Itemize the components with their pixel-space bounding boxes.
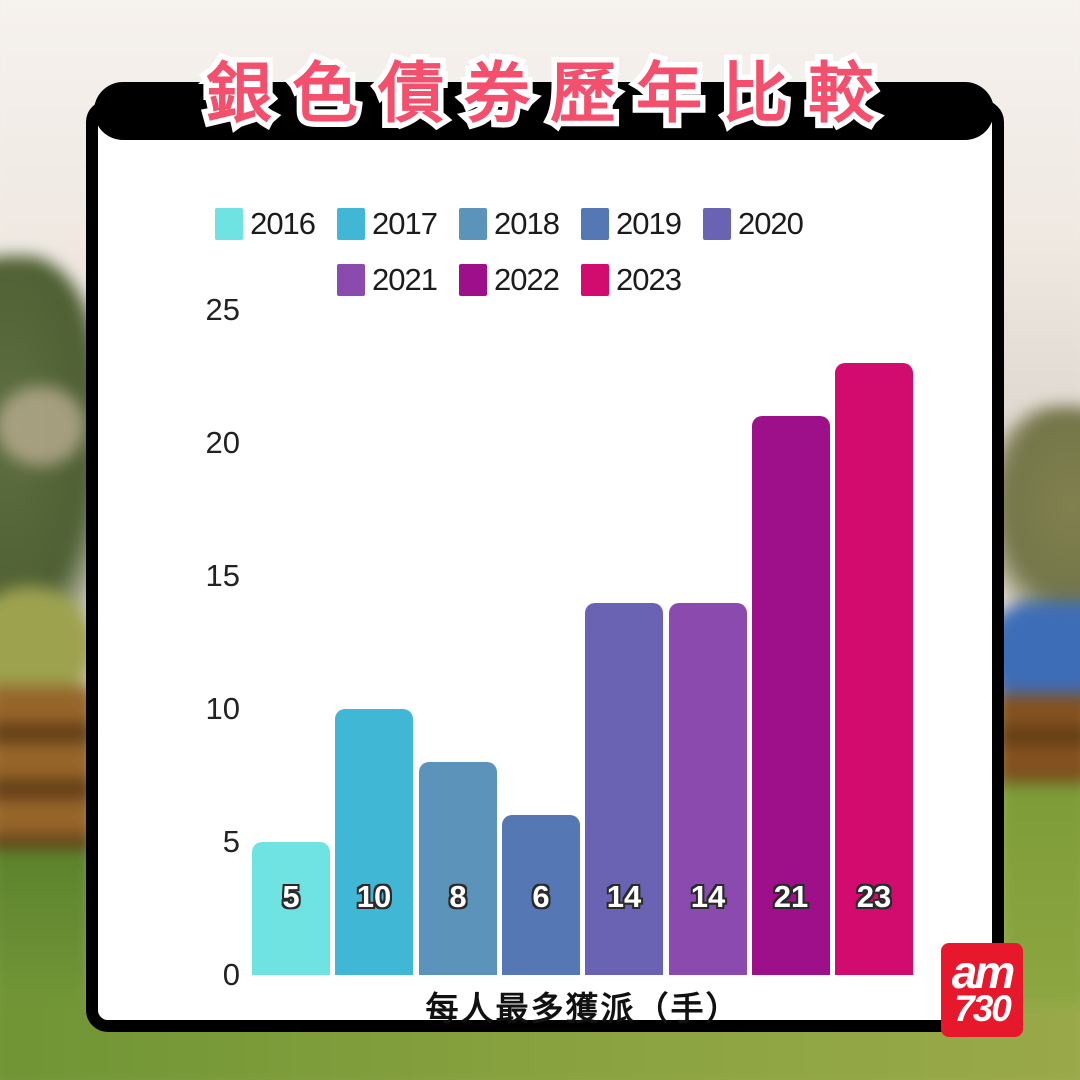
legend-label: 2020 [737, 206, 804, 241]
bar-value-label: 6 [532, 879, 550, 914]
legend-swatch-2018 [459, 208, 488, 240]
legend-row: 2021 2022 2023 [337, 262, 682, 298]
legend-item-2018: 2018 [459, 206, 560, 242]
legend-label: 2022 [494, 262, 560, 297]
legend-swatch-2017 [337, 208, 366, 240]
am730-logo: am 730 [941, 943, 1023, 1037]
legend-label: 2016 [250, 206, 316, 241]
background-bench-left [0, 686, 96, 866]
bar-value-label: 5 [282, 879, 300, 914]
y-axis-tick-20: 20 [205, 425, 240, 460]
legend-item-2017: 2017 [337, 206, 438, 242]
legend-item-2022: 2022 [459, 262, 560, 298]
legend-item-2021: 2021 [337, 262, 438, 298]
legend-item-2023: 2023 [580, 262, 682, 298]
bar-2023: 23 [835, 363, 913, 975]
legend-label: 2019 [615, 206, 682, 241]
background-bench-right [994, 694, 1080, 794]
bar-value-label: 8 [449, 879, 467, 914]
legend-item-2016: 2016 [215, 206, 316, 242]
bar-value-label: 14 [690, 879, 726, 914]
chart-title: 銀色債券歷年比較 [206, 50, 894, 136]
legend-swatch-2019 [580, 208, 609, 240]
y-axis-tick-5: 5 [222, 824, 240, 859]
plot-area: 5 10 8 6 14 14 21 23 [252, 310, 914, 975]
bar-2020: 14 [585, 603, 663, 975]
am730-logo-730: 730 [954, 988, 1012, 1029]
legend: 2016 2017 2018 2019 2020 2021 2022 2023 [0, 206, 1080, 298]
bar-2022: 21 [752, 416, 830, 975]
bar-value-label: 14 [606, 879, 642, 914]
am730-logo-am: am [951, 946, 1016, 998]
bar-2021: 14 [669, 603, 747, 975]
x-axis-label: 每人最多獲派（手） [425, 990, 741, 1027]
legend-swatch-2016 [215, 208, 244, 240]
legend-label: 2023 [615, 262, 682, 297]
bar-2016: 5 [252, 842, 330, 975]
bar-2019: 6 [502, 815, 580, 975]
legend-label: 2021 [372, 262, 438, 297]
y-axis-tick-0: 0 [222, 957, 240, 992]
legend-label: 2018 [494, 206, 560, 241]
title-row: 銀色債券歷年比較 [0, 50, 1080, 136]
legend-item-2020: 2020 [702, 206, 804, 242]
legend-row: 2016 2017 2018 2019 2020 [215, 206, 804, 242]
bar-2017: 10 [335, 709, 413, 975]
bar-value-label: 23 [856, 879, 892, 914]
y-axis-tick-10: 10 [205, 691, 240, 726]
bar-value-label: 21 [773, 879, 809, 914]
legend-label: 2017 [372, 206, 438, 241]
bar-value-label: 10 [356, 879, 392, 914]
legend-item-2019: 2019 [580, 206, 682, 242]
legend-swatch-2020 [702, 208, 731, 240]
y-axis-tick-15: 15 [205, 558, 240, 593]
legend-swatch-2021 [337, 264, 366, 296]
legend-swatch-2023 [580, 264, 609, 296]
background-tree-highlight [0, 386, 86, 466]
y-axis-tick-25: 25 [205, 292, 240, 327]
legend-swatch-2022 [459, 264, 488, 296]
bar-2018: 8 [419, 762, 497, 975]
